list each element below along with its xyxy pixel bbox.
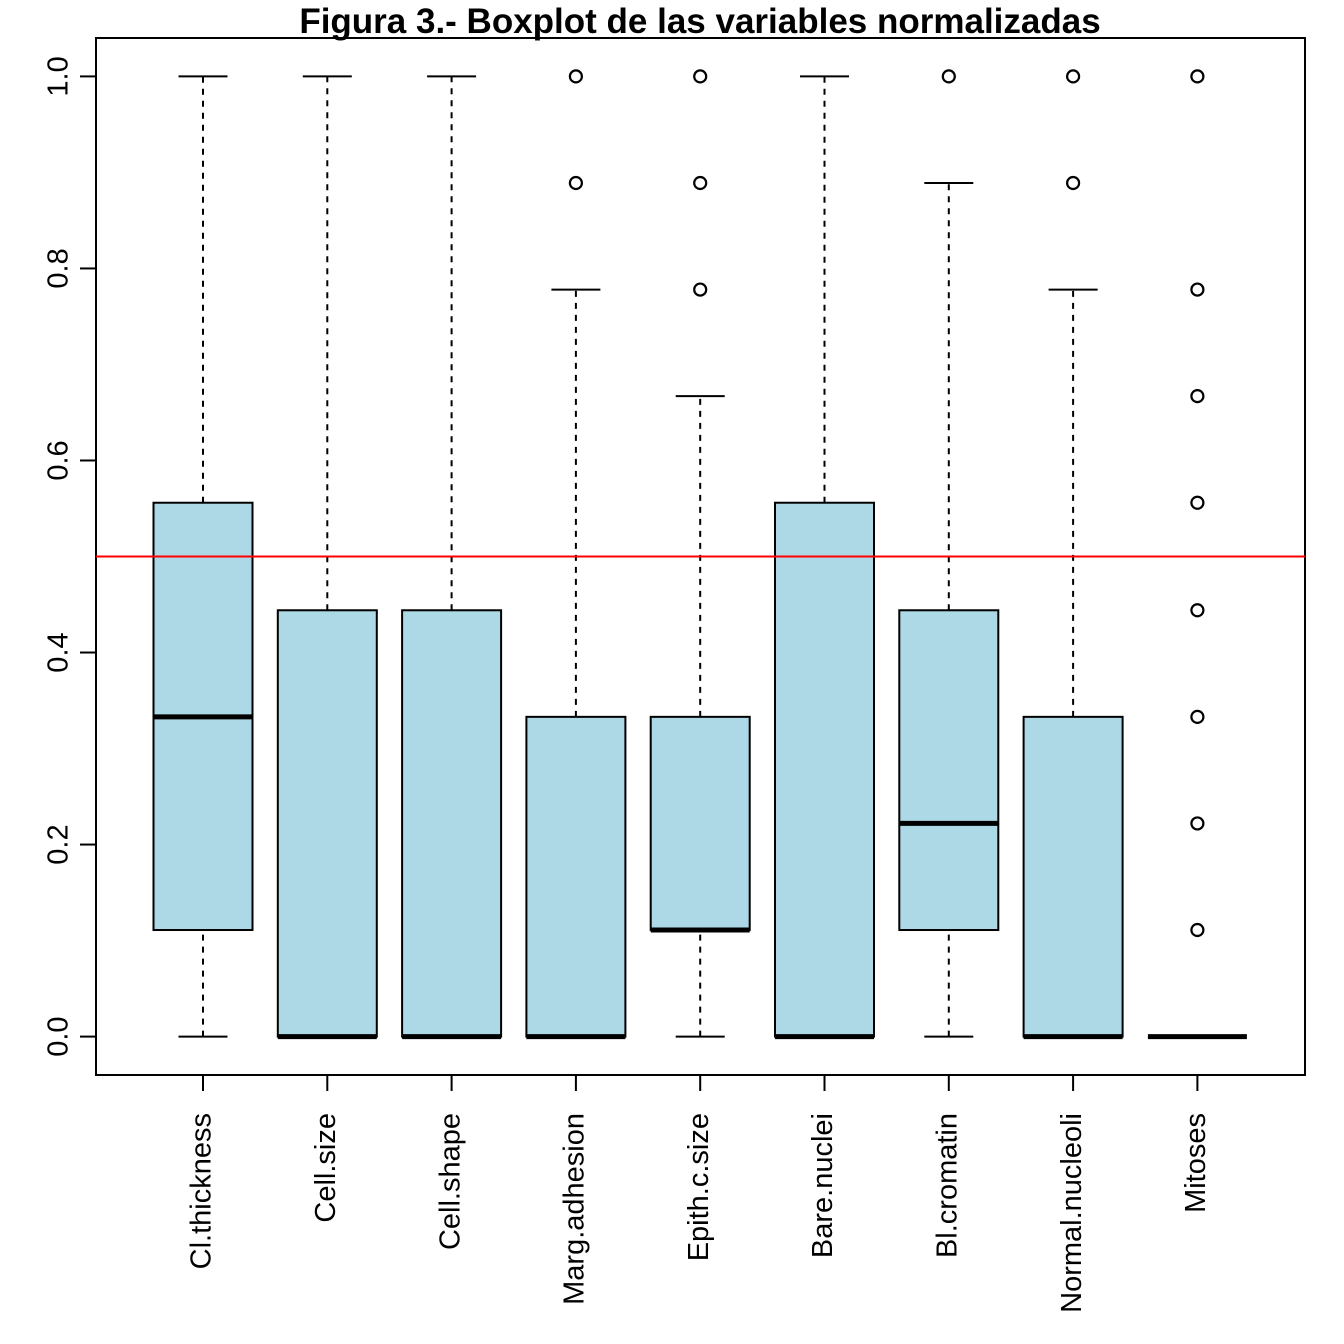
y-tick-label: 0.8	[43, 248, 75, 288]
iqr-box	[525, 715, 627, 1038]
iqr-box	[276, 609, 378, 1038]
outlier-point	[1190, 69, 1205, 84]
box-marg-adhesion	[525, 69, 627, 1040]
outlier-point	[1190, 709, 1205, 724]
iqr-box	[401, 609, 503, 1038]
box-normal-nucleoli	[1022, 69, 1124, 1040]
box-epith-c-size	[649, 69, 751, 1038]
box-bl-cromatin	[898, 69, 1000, 1038]
y-tick-label: 1.0	[43, 56, 75, 96]
iqr-box	[649, 715, 751, 932]
x-tick-label: Bl.cromatin	[931, 1113, 963, 1258]
outlier-point	[1065, 175, 1081, 191]
outlier-point	[1190, 603, 1205, 618]
outlier-point	[1190, 816, 1205, 831]
x-tick-label: Normal.nucleoli	[1056, 1113, 1088, 1313]
outlier-point	[1190, 389, 1205, 404]
iqr-box	[774, 501, 875, 1038]
outlier-point	[1065, 69, 1081, 84]
outlier-point	[693, 175, 708, 191]
y-tick-label: 0.0	[43, 1016, 75, 1056]
y-tick-label: 0.6	[43, 440, 75, 480]
box-cell-size	[276, 75, 378, 1040]
x-tick-label: Cl.thickness	[186, 1113, 218, 1269]
y-axis: 0.0 0.2 0.4 0.6 0.8 1.0	[43, 56, 97, 1057]
outlier-point	[941, 69, 956, 84]
outlier-point	[693, 69, 708, 84]
chart-title: Figura 3.- Boxplot de las variables norm…	[299, 2, 1100, 41]
box-mitoses	[1147, 69, 1247, 1040]
outlier-point	[1190, 922, 1205, 938]
iqr-box	[1022, 715, 1124, 1038]
y-tick-label: 0.4	[43, 632, 75, 672]
outlier-point	[1190, 282, 1205, 297]
outlier-point	[568, 69, 584, 84]
x-tick-label: Epith.c.size	[683, 1113, 715, 1261]
x-tick-label: Mitoses	[1180, 1113, 1212, 1213]
outlier-point	[693, 282, 708, 297]
box-bare-nuclei	[774, 75, 875, 1040]
x-tick-label: Cell.shape	[434, 1113, 466, 1250]
outlier-point	[568, 175, 584, 191]
iqr-box	[898, 609, 1000, 932]
box-cell-shape	[401, 75, 503, 1040]
boxes-layer	[152, 69, 1247, 1040]
x-tick-label: Bare.nuclei	[807, 1113, 839, 1258]
x-axis: Cl.thickness Cell.size Cell.shape Marg.adhe…	[186, 1074, 1212, 1313]
x-tick-label: Cell.size	[310, 1113, 342, 1223]
x-tick-label: Marg.adhesion	[559, 1113, 591, 1305]
y-tick-label: 0.2	[43, 824, 75, 864]
box-cl-thickness	[152, 75, 254, 1038]
outlier-point	[1190, 495, 1205, 510]
